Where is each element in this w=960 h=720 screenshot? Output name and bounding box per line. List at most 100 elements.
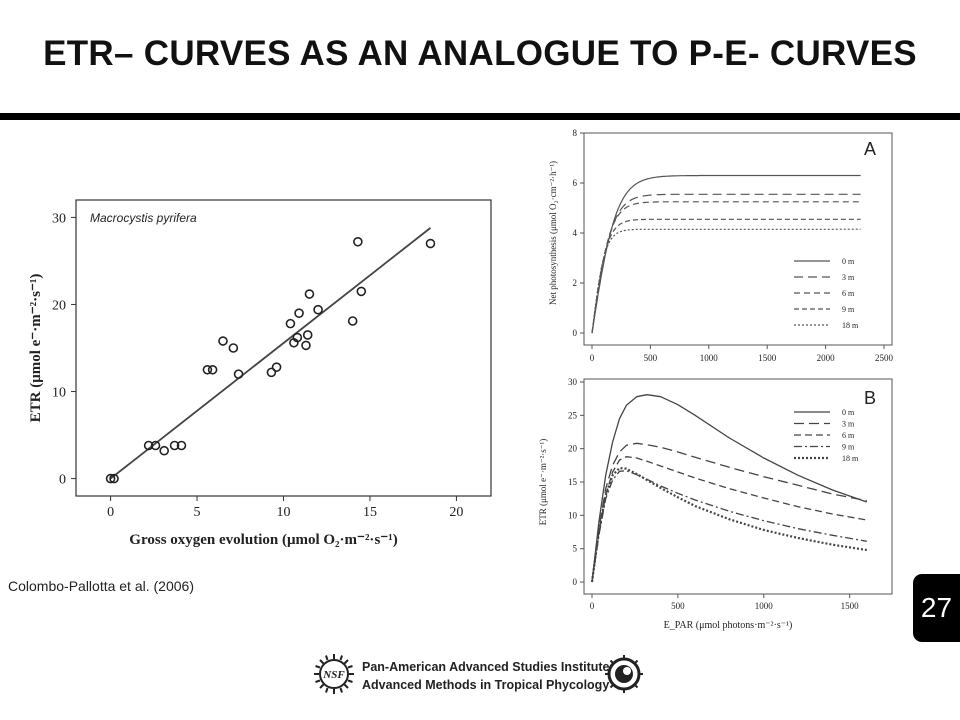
y-tick-label: 25 xyxy=(568,410,578,420)
x-tick-label: 1500 xyxy=(758,353,777,363)
panel-label: A xyxy=(864,139,876,159)
data-point xyxy=(228,343,239,353)
series-line xyxy=(591,456,867,583)
legend-label: 3 m xyxy=(842,273,855,282)
data-point xyxy=(294,308,304,318)
data-point xyxy=(169,440,180,451)
x-tick-label: 1000 xyxy=(700,353,719,363)
data-point xyxy=(285,318,296,329)
regression-line xyxy=(110,227,432,480)
title-rule xyxy=(0,113,960,120)
y-tick-label: 2 xyxy=(573,278,578,288)
data-point xyxy=(347,316,358,326)
y-tick-label: 10 xyxy=(568,510,578,520)
legend-label: 6 m xyxy=(842,431,855,440)
y-axis-label: ETR (μmol e⁻·m⁻²·s⁻¹) xyxy=(538,439,548,525)
plot-frame xyxy=(583,378,893,595)
legend-label: 3 m xyxy=(842,420,855,429)
legend-label: 0 m xyxy=(842,408,855,417)
footer-line-2: Advanced Methods in Tropical Phycology xyxy=(362,678,610,692)
slide-title: ETR– CURVES AS AN ANALOGUE TO P-E- CURVE… xyxy=(43,34,917,73)
legend-label: 18 m xyxy=(842,454,859,463)
x-tick-label: 1500 xyxy=(841,601,860,611)
y-tick-label: 0 xyxy=(573,577,578,587)
x-tick-label: 0 xyxy=(590,601,595,611)
x-axis-label: E_PAR (μmol photons·m⁻²·s⁻¹) xyxy=(664,620,793,631)
citation: Colombo-Pallotta et al. (2006) xyxy=(8,578,194,594)
y-tick-label: 20 xyxy=(52,298,66,313)
legend-label: 9 m xyxy=(842,443,855,452)
x-tick-label: 1000 xyxy=(755,601,774,611)
species-annotation: Macrocystis pyrifera xyxy=(90,211,197,225)
y-tick-label: 0 xyxy=(59,473,66,488)
y-tick-label: 30 xyxy=(568,377,578,387)
legend-label: 0 m xyxy=(842,257,855,266)
page-number: 27 xyxy=(913,574,960,642)
x-tick-label: 2000 xyxy=(817,353,836,363)
institute-logo xyxy=(605,655,643,693)
nsf-logo: NSF xyxy=(314,654,354,694)
data-point xyxy=(271,362,282,372)
series-line xyxy=(591,228,861,334)
legend-label: 6 m xyxy=(842,289,855,298)
data-point xyxy=(202,364,213,375)
y-tick-label: 4 xyxy=(573,228,578,238)
y-tick-label: 20 xyxy=(568,444,578,454)
sun-ring-icon xyxy=(605,655,643,693)
y-tick-label: 15 xyxy=(568,477,578,487)
x-tick-label: 500 xyxy=(671,601,685,611)
data-point xyxy=(266,367,277,378)
data-point xyxy=(313,304,323,315)
data-point xyxy=(353,236,363,247)
data-point xyxy=(233,369,244,379)
data-point xyxy=(302,330,313,340)
y-tick-label: 30 xyxy=(52,211,66,226)
data-point xyxy=(301,340,311,351)
data-point xyxy=(304,289,315,299)
x-axis-label: Gross oxygen evolution (μmol O₂·m⁻²·s⁻¹) xyxy=(129,532,397,548)
scatter-chart: 0 5 10 15 20 0 10 20 30 Gross oxygen evolution (μ… xyxy=(28,199,492,548)
y-tick-label: 10 xyxy=(52,386,66,401)
data-point xyxy=(292,332,303,343)
x-tick-label: 15 xyxy=(363,505,377,520)
x-tick-label: 10 xyxy=(277,505,291,520)
data-point xyxy=(425,238,436,249)
y-axis-label: Net photosynthesis (μmol O₂·cm⁻²·h⁻¹) xyxy=(548,161,558,305)
nsf-starburst-icon xyxy=(314,654,354,694)
y-tick-label: 6 xyxy=(573,178,578,188)
data-point xyxy=(356,286,367,297)
x-tick-label: 5 xyxy=(194,505,201,520)
data-point xyxy=(150,440,161,451)
series-line xyxy=(591,218,861,334)
data-point xyxy=(218,336,228,346)
x-tick-label: 2500 xyxy=(875,353,894,363)
series-line xyxy=(591,394,868,583)
data-point xyxy=(105,473,116,484)
series-line xyxy=(591,193,861,334)
data-point xyxy=(143,440,154,451)
legend-label: 9 m xyxy=(842,305,855,314)
data-point xyxy=(176,440,187,451)
x-tick-label: 20 xyxy=(449,505,463,520)
plot-frame xyxy=(75,199,492,497)
y-axis-label: ETR (μmol e⁻·m⁻²·s⁻¹) xyxy=(28,274,44,423)
legend-label: 18 m xyxy=(842,321,859,330)
nsf-logo-text: NSF xyxy=(322,669,345,681)
x-tick-label: 500 xyxy=(644,353,658,363)
series-line xyxy=(590,466,867,583)
y-tick-label: 0 xyxy=(573,328,578,338)
series-line xyxy=(591,442,867,583)
y-tick-label: 8 xyxy=(573,128,578,138)
x-tick-label: 0 xyxy=(107,505,114,520)
net-photosynthesis-chart: 0 500 1000 1500 2000 2500 0 2 4 6 8 Net photosynthe… xyxy=(548,128,894,363)
panel-label: B xyxy=(864,388,876,408)
y-tick-label: 5 xyxy=(573,544,578,554)
footer-line-1: Pan-American Advanced Studies Institute xyxy=(362,660,610,674)
x-tick-label: 0 xyxy=(590,353,595,363)
etr-light-chart: 0 500 1000 1500 0 5 10 15 20 25 30 E_PAR (μmol phot… xyxy=(538,377,893,631)
plot-frame xyxy=(583,132,893,346)
data-point xyxy=(207,364,218,375)
data-point xyxy=(109,473,119,484)
footer-text: Pan-American Advanced Studies Institute … xyxy=(362,658,610,694)
series-line xyxy=(591,201,861,334)
